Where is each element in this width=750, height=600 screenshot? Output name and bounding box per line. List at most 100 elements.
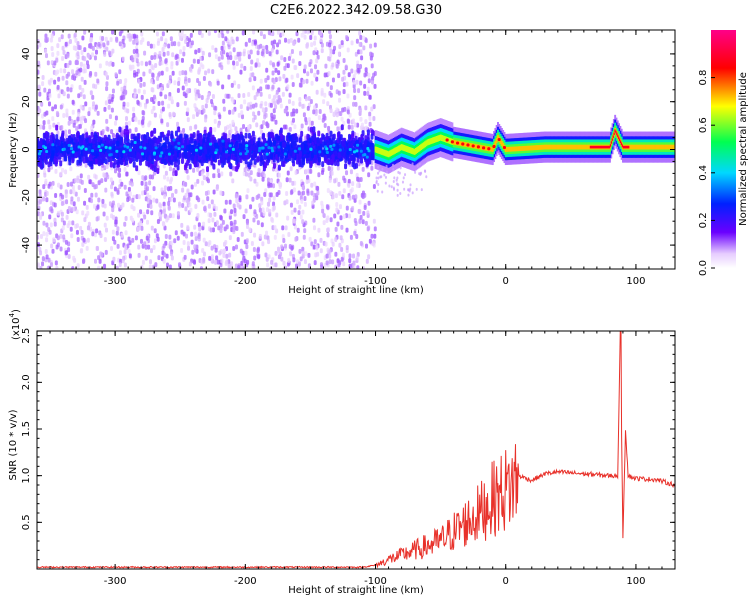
spectrogram-cell — [123, 128, 127, 135]
spectrogram-cell — [251, 85, 255, 91]
spectrogram-cell — [257, 110, 261, 116]
spectrogram-cell — [177, 80, 181, 86]
spectrogram-cell — [332, 49, 336, 55]
spectrogram-cell — [147, 122, 151, 128]
spectrogram-cell — [38, 157, 42, 164]
spectrogram-cell — [301, 190, 305, 196]
spectrogram-cell — [43, 146, 47, 150]
spectrogram-cell — [163, 159, 167, 166]
spectrogram-cell — [216, 259, 220, 265]
spectrogram-cell — [236, 163, 240, 170]
spectrogram-cell — [234, 150, 238, 157]
spectrogram-cell — [149, 248, 153, 254]
spectrogram-cell — [177, 141, 181, 145]
spectrogram-cell — [181, 145, 185, 149]
spectrogram-cell — [271, 149, 275, 153]
spectrogram-cell — [296, 73, 300, 79]
spectrogram-cell — [53, 60, 57, 66]
spectrogram-cell — [187, 192, 191, 198]
spectrogram-cell — [140, 94, 144, 100]
spectrogram-cell — [272, 140, 276, 147]
spectrogram-cell — [68, 60, 72, 66]
spectrogram-cell — [311, 200, 315, 206]
spectrogram-cell — [351, 194, 355, 200]
spectrogram-cell — [254, 102, 258, 108]
spectrogram-cell — [214, 105, 218, 111]
spectrogram-cell — [184, 206, 188, 212]
spectrogram-cell — [56, 210, 60, 216]
spectrogram-cell — [58, 37, 62, 43]
spectrogram-cell — [316, 190, 320, 196]
spectrogram-cell — [368, 121, 372, 127]
spectrogram-cell — [153, 151, 157, 155]
spectrogram-cell — [72, 201, 76, 207]
spectrogram-cell — [180, 222, 184, 228]
spectrogram-cell — [52, 122, 56, 128]
spectrogram-cell — [337, 152, 341, 159]
spectrogram-cell — [91, 94, 95, 100]
spectrogram-cell — [345, 245, 349, 251]
spectrogram-cell — [62, 49, 66, 55]
spectrogram-cell — [314, 110, 318, 116]
spectrogram-cell — [370, 133, 374, 140]
spectrogram-cell — [225, 224, 229, 230]
spectrogram-cell — [339, 235, 343, 241]
spectrogram-cell — [242, 214, 246, 220]
spectrogram-cell — [373, 83, 377, 89]
spectrogram-cell — [264, 101, 268, 107]
spectrogram-cell — [233, 80, 237, 86]
spectrogram-cell — [37, 84, 41, 90]
spectrogram-cell — [88, 72, 92, 78]
spectrogram-cell — [232, 60, 236, 66]
spectrogram-cell — [221, 40, 225, 46]
spectrogram-cell — [117, 172, 121, 178]
spectrogram-cell — [349, 188, 353, 194]
spectrogram-cell — [186, 241, 190, 247]
spectrogram-cell — [111, 48, 115, 54]
spectrogram-cell — [317, 227, 321, 233]
spectrogram-cell — [139, 238, 143, 244]
spectrogram-cell — [372, 115, 376, 121]
spectrogram-cell — [84, 118, 88, 124]
spectrogram-cell — [313, 181, 317, 187]
spectrogram-cell — [56, 50, 60, 56]
spectrogram-cell — [261, 107, 265, 113]
spectrogram-cell — [221, 153, 225, 160]
spectrogram-cell — [216, 168, 220, 174]
spectrogram-cell — [197, 236, 201, 242]
spectrogram-cell — [171, 192, 175, 198]
spectrogram-cell — [318, 108, 322, 114]
spectrogram-cell — [257, 254, 261, 260]
spectrogram-cell — [342, 69, 346, 75]
spectrogram-cell — [110, 213, 114, 219]
spectrogram-cell — [334, 193, 338, 199]
spectrogram-cell — [42, 132, 46, 139]
spectrogram-cell — [149, 199, 153, 205]
spectrogram-cell — [355, 255, 359, 261]
spectrogram-cell — [151, 72, 155, 78]
spectrogram-cell — [164, 136, 168, 143]
spectrogram-cell — [261, 241, 265, 247]
spectrogram-cell — [47, 257, 51, 263]
spectrogram-cell — [361, 166, 365, 172]
spectrogram-cell — [132, 161, 136, 168]
spectrogram-cell — [91, 149, 95, 153]
spectrogram-cell — [337, 51, 341, 57]
spectrogram-cell — [150, 130, 154, 137]
spectrogram-cell — [370, 106, 374, 112]
spectrogram-cell — [119, 95, 123, 101]
spectrogram-cell — [146, 192, 150, 198]
spectrogram-cell — [234, 263, 238, 269]
spectrogram-cell — [298, 101, 302, 107]
spectrogram-cell — [216, 80, 220, 86]
spectrogram-cell — [55, 110, 59, 116]
spectrogram-cell — [159, 131, 163, 138]
spectrogram-cell — [340, 116, 344, 122]
spectrogram-cell — [120, 159, 124, 166]
spectrogram-cell — [95, 216, 99, 222]
spectrogram-cell — [181, 187, 185, 193]
spectrogram-cell — [358, 41, 362, 47]
spectrogram-cell — [50, 208, 54, 214]
spectrogram-cell — [42, 120, 46, 126]
spectrogram-cell — [112, 256, 116, 262]
